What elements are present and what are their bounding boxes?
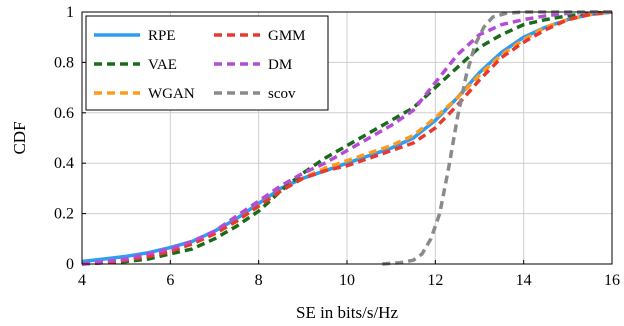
x-tick-label: 6	[166, 272, 174, 289]
x-tick-label: 10	[339, 272, 355, 289]
x-tick-label: 14	[516, 272, 532, 289]
legend-label-wgan: WGAN	[148, 86, 195, 102]
legend-label-vae: VAE	[148, 57, 177, 73]
series-line-wgan	[81, 10, 613, 266]
series-line-vae	[81, 10, 613, 266]
y-tick-label: 0.4	[54, 155, 74, 172]
legend-label-dm: DM	[268, 57, 292, 73]
series-line-gmm	[81, 10, 613, 266]
series-line-scov	[382, 10, 612, 266]
y-axis-title: CDF	[10, 121, 29, 154]
x-axis-title: SE in bits/s/Hz	[296, 303, 398, 322]
legend-label-rpe: RPE	[148, 28, 176, 44]
x-tick-label: 16	[604, 272, 620, 289]
y-tick-label: 0.2	[54, 206, 74, 223]
y-tick-label: 1	[66, 4, 74, 21]
x-tick-label: 4	[78, 272, 86, 289]
y-tick-label: 0.8	[54, 54, 74, 71]
y-tick-label: 0.6	[54, 105, 74, 122]
series-line-dm	[81, 10, 612, 266]
series-line-rpe	[81, 10, 613, 264]
y-tick-label: 0	[66, 256, 74, 273]
series-lines	[81, 10, 613, 266]
legend-label-scov: scov	[268, 86, 296, 102]
x-tick-label: 8	[255, 272, 263, 289]
legend-label-gmm: GMM	[268, 28, 306, 44]
axis-ticks: 4 6 8 10 12 14 16 0 0.2 0.4 0.6 0.8 1	[54, 4, 620, 289]
legend: RPE GMM VAE DM WGAN scov	[85, 15, 329, 111]
x-tick-label: 12	[427, 272, 443, 289]
